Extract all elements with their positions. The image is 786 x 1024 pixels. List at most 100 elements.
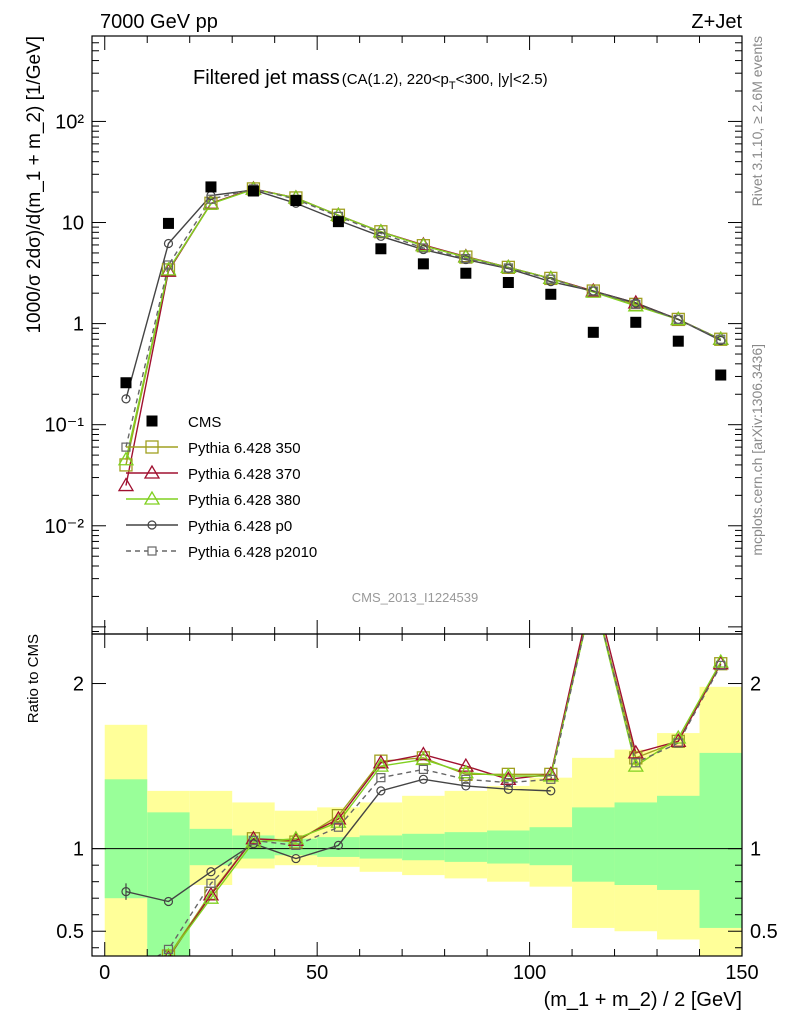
main-series-markers [121,185,726,404]
main-y-tick-label: 10² [55,111,84,133]
ratio-marker [587,587,599,599]
main-series [117,180,729,492]
ratio-marker [330,813,347,828]
ratio-marker [673,738,683,748]
main-marker [418,243,428,253]
ratio-tick-labels: 0.5 0.5 1 1 2 2 0 50 100 150 [56,674,778,984]
main-y-tick-label: 10⁻² [45,516,85,538]
main-y-tick-label: 10⁻¹ [45,415,85,437]
cms-point [162,217,174,229]
main-marker [631,299,641,309]
cms-point [715,369,727,381]
main-marker [503,263,513,273]
inner-band [359,835,403,859]
cms-point [290,195,302,207]
x-tick-label: 50 [306,962,328,984]
side-label-top: Rivet 3.1.10, ≥ 2.6M events [749,36,765,206]
legend-label: Pythia 6.428 350 [188,440,301,457]
title-sub-sub: T [449,80,456,92]
main-marker [117,451,135,466]
main-y-tick-label: 1 [73,314,84,336]
cms-point [460,267,472,279]
title-sub-pre: (CA(1.2), 220<p [342,71,449,88]
ratio-panel: 0.5 0.5 1 1 2 2 0 50 100 150 [56,587,778,995]
ratio-marker [415,751,432,766]
cms-data-points [120,181,727,389]
main-marker [117,477,135,492]
ratio-marker [503,784,513,794]
cms-point [545,288,557,300]
legend-marker [143,490,161,505]
ratio-y-tick-label-left: 2 [73,674,84,696]
ratio-marker [287,832,305,847]
ratio-marker [333,840,344,850]
inner-band [529,827,573,866]
main-marker [461,253,471,264]
inner-band [189,828,233,866]
ratio-marker [631,758,641,768]
ratio-marker [415,746,432,761]
ratio-marker [119,979,133,991]
legend-entry: Pythia 6.428 p0 [126,518,292,535]
ratio-y-tick-label-right: 2 [750,674,761,696]
ratio-y-tick-label-left: 1 [73,839,84,861]
main-panel: 10⁻² 10⁻¹ 1 10 10² [45,35,743,635]
inner-band [147,812,190,956]
inner-band [487,830,530,864]
ratio-marker [376,773,386,783]
ratio-marker [120,983,132,995]
cms-point [587,326,599,338]
ratio-marker [206,878,216,888]
ratio-marker [287,830,305,845]
cms-point [672,335,684,347]
title-sub-post: <300, |y|<2.5) [456,71,548,88]
ratio-xlabel: (m_1 + m_2) / 2 [GeV] [544,989,742,1011]
ratio-marker [542,766,559,781]
ratio-marker [461,781,471,791]
ratio-marker [372,754,390,769]
outer-band [274,810,318,866]
ratio-marker [291,840,301,850]
main-ylabel: 1000/σ 2dσ)/d(m_1 + m_2) [1/GeV] [24,36,45,334]
header-left: 7000 GeV pp [100,11,218,33]
inner-band [317,837,360,857]
main-marker [163,260,174,270]
main-marker [206,194,216,204]
ratio-marker [670,729,687,744]
ratio-y-tick-label-right: 1 [750,839,761,861]
main-marker [588,286,598,296]
ratio-marker [716,660,726,670]
ratio-marker [457,757,474,772]
legend-label: CMS [188,414,221,431]
main-y-tick-label: 10 [62,213,84,235]
main-marker [716,334,726,344]
legend-label: Pythia 6.428 p0 [188,518,292,535]
ratio-marker [163,944,174,954]
ratio-marker [330,810,347,825]
cms-point [332,216,344,228]
main-series-line [125,188,722,448]
ratio-marker [376,786,386,796]
cms-point [247,185,259,197]
ratio-marker [461,774,471,784]
inner-band [274,838,318,856]
legend-marker [145,440,159,454]
ratio-marker [457,764,474,779]
legend-label: Pythia 6.428 p2010 [188,544,317,561]
legend-entry: CMS [146,414,221,431]
ratio-series-markers [121,774,556,907]
ratio-marker [202,889,220,904]
plot-title: Filtered jet mass (CA(1.2), 220<pT<300, |… [193,67,548,92]
inner-band [104,779,148,899]
ratio-marker [546,786,556,796]
inner-band [614,802,658,885]
legend-entry: Pythia 6.428 370 [126,464,301,483]
ratio-series-line [168,634,722,956]
header-right: Z+Jet [691,11,742,33]
ratio-y-tick-label-right: 0.5 [750,921,778,943]
inner-band [572,807,615,882]
ratio-marker [546,774,556,784]
ratio-series-line [156,634,722,956]
cms-point [417,258,429,270]
